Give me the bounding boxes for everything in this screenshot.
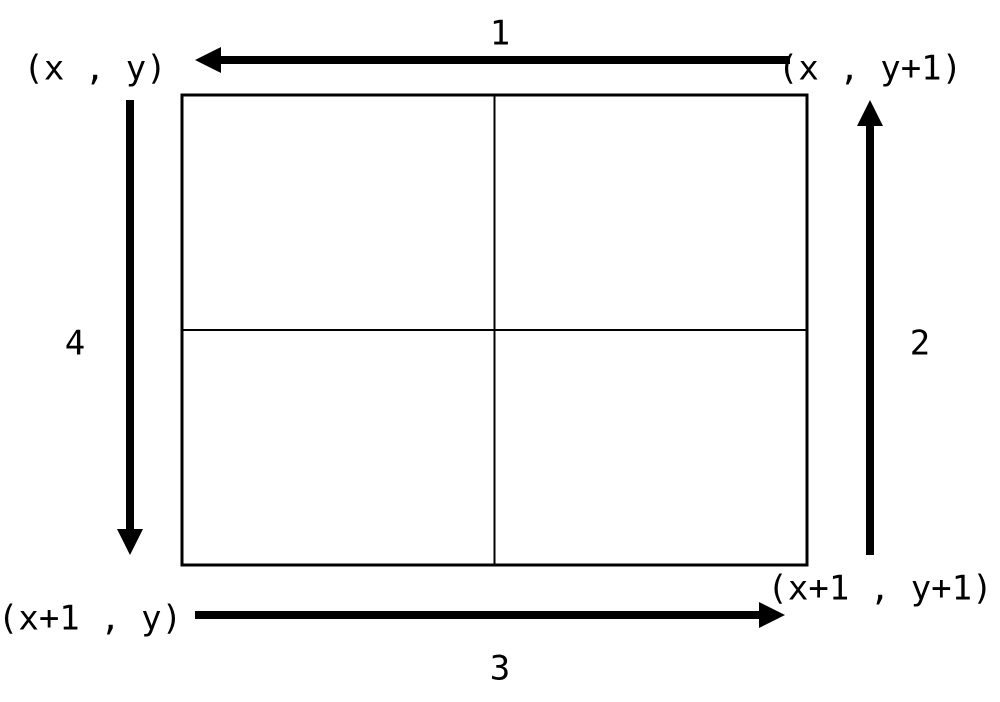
diagram-canvas: (x , y) (x , y+1) (x+1 , y) (x+1 , y+1) …	[0, 0, 1000, 702]
arrow-bottom	[195, 602, 785, 628]
corner-label-top-right: (x , y+1)	[778, 49, 962, 89]
arrow-head-icon	[857, 100, 883, 126]
arrow-group	[117, 47, 883, 628]
arrow-head-icon	[195, 47, 221, 73]
edge-label-top: 1	[490, 14, 510, 54]
grid-square	[182, 95, 807, 565]
corner-label-bottom-right: (x+1 , y+1)	[767, 569, 992, 609]
edge-label-left: 4	[65, 324, 85, 364]
edge-label-right: 2	[910, 324, 930, 364]
arrow-left	[117, 100, 143, 555]
arrow-head-icon	[117, 529, 143, 555]
corner-label-bottom-left: (x+1 , y)	[0, 599, 182, 639]
arrow-right	[857, 100, 883, 555]
corner-label-top-left: (x , y)	[23, 49, 166, 89]
edge-label-bottom: 3	[490, 649, 510, 689]
